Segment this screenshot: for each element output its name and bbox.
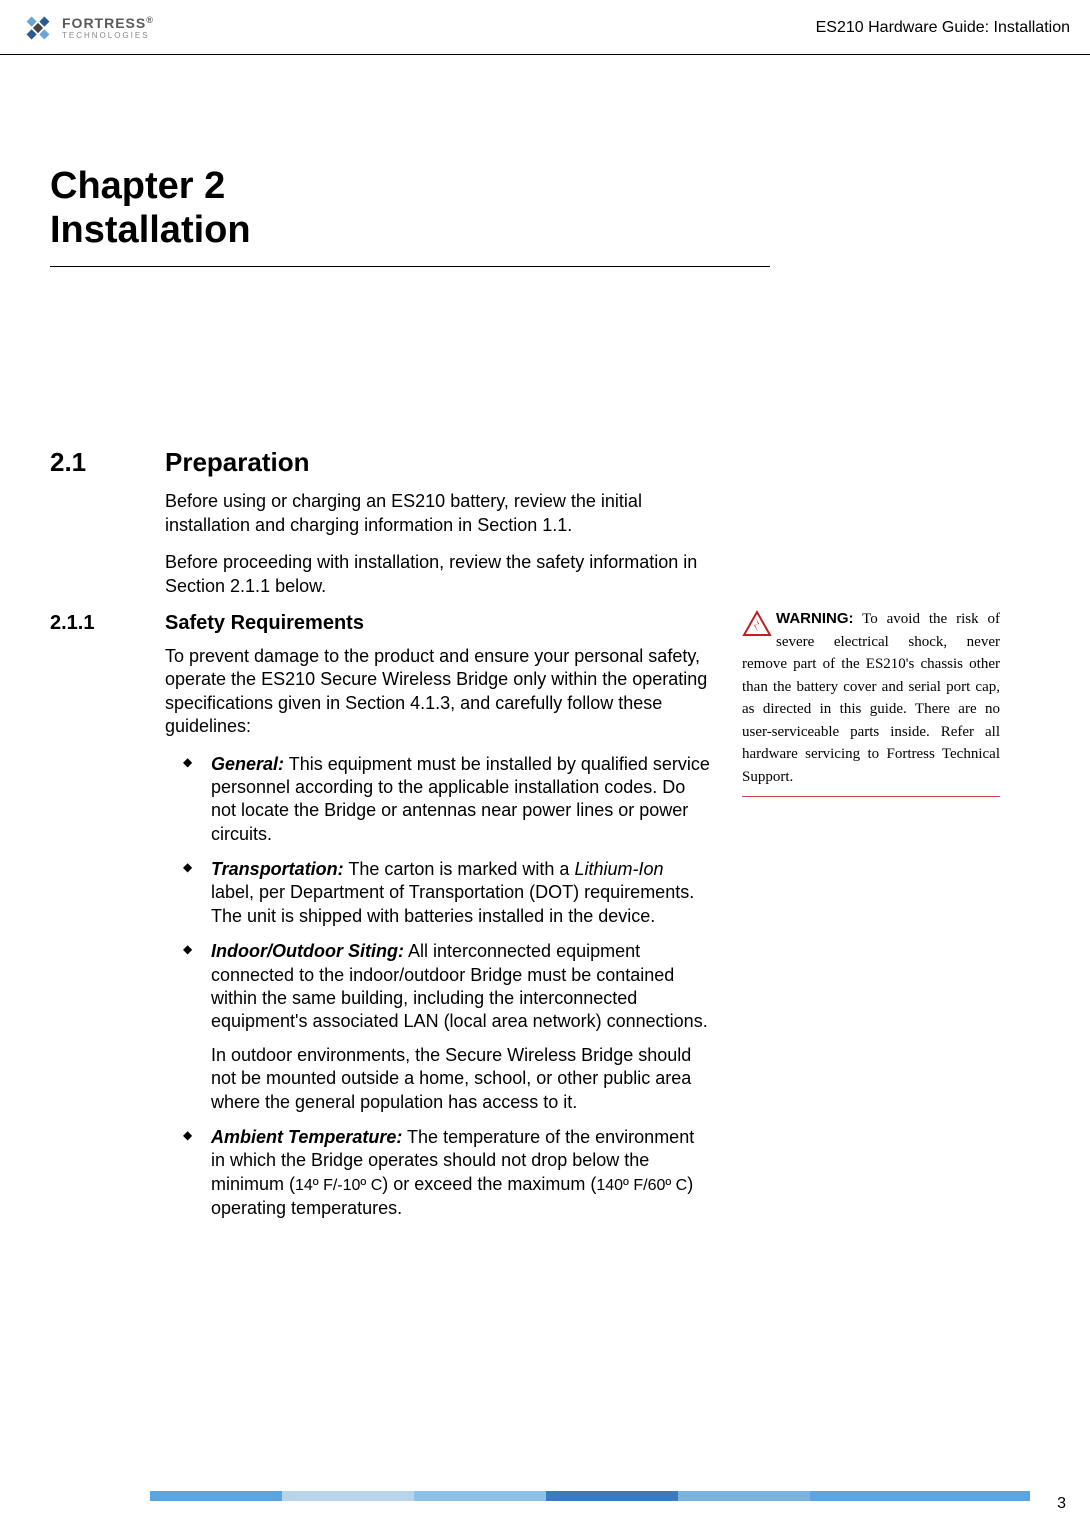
bullet-siting-subpara: In outdoor environments, the Secure Wire… [211,1044,710,1114]
section-2-1-title: Preparation [165,447,310,478]
page-content: Chapter 2 Installation 2.1 Preparation B… [0,165,1090,1232]
bullet-siting-label: Indoor/Outdoor Siting: [211,941,404,961]
bullet-general-text: This equipment must be installed by qual… [211,754,710,844]
main-column: Before using or charging an ES210 batter… [50,490,710,1232]
header-doc-title: ES210 Hardware Guide: Installation [816,19,1070,37]
fortress-logo-icon [20,10,56,46]
bullet-temperature-label: Ambient Temperature: [211,1127,402,1147]
logo-text: FORTRESS® TECHNOLOGIES [62,16,154,40]
bullet-transportation-text-a: The carton is marked with a [344,859,575,879]
para-2-1-a: Before using or charging an ES210 batter… [165,490,710,537]
bullet-general: General: This equipment must be installe… [189,753,710,847]
side-column: WARNING: To avoid the risk of severe ele… [742,490,1000,1232]
doc-header: FORTRESS® TECHNOLOGIES ES210 Hardware Gu… [0,0,1090,55]
warning-icon [742,610,772,638]
safety-bullet-list: General: This equipment must be installe… [165,753,710,1220]
section-2-1-num: 2.1 [50,447,165,478]
bullet-transportation: Transportation: The carton is marked wit… [189,858,710,928]
bullet-transportation-label: Transportation: [211,859,344,879]
bullet-transportation-italic: Lithium-Ion [574,859,663,879]
side-spacer [742,490,1000,608]
bullet-transportation-text-b: label, per Department of Transportation … [211,882,694,925]
logo-main: FORTRESS [62,15,146,31]
para-2-1-b: Before proceeding with installation, rev… [165,551,710,598]
para-2-1-1-intro: To prevent damage to the product and ens… [165,645,710,739]
page-number: 3 [1057,1495,1066,1513]
section-2-1-heading: 2.1 Preparation [50,447,1060,478]
chapter-divider [50,266,770,267]
logo-reg: ® [146,15,154,25]
warning-label: WARNING: [776,610,854,627]
bullet-temperature-temp2: 140º F/60º C [596,1177,687,1194]
section-2-1-1-num: 2.1.1 [50,612,165,635]
chapter-line1: Chapter 2 [50,165,225,207]
section-2-1-1-title: Safety Requirements [165,612,364,635]
chapter-line2: Installation [50,209,251,251]
warning-text: To avoid the risk of severe electrical s… [742,611,1000,785]
bullet-temperature-text-b: ) or exceed the maximum ( [382,1174,596,1194]
bullet-temperature-temp1: 14º F/-10º C [295,1177,382,1194]
logo: FORTRESS® TECHNOLOGIES [20,10,154,46]
warning-box: WARNING: To avoid the risk of severe ele… [742,608,1000,797]
chapter-title: Chapter 2 Installation [50,165,1060,252]
bullet-general-label: General: [211,754,284,774]
section-2-1-1-heading: 2.1.1 Safety Requirements [50,612,710,635]
footer-color-bar [150,1491,1030,1501]
bullet-temperature: Ambient Temperature: The temperature of … [189,1126,710,1220]
logo-sub: TECHNOLOGIES [62,32,154,40]
body-area: Before using or charging an ES210 batter… [50,490,1060,1232]
bullet-siting: Indoor/Outdoor Siting: All interconnecte… [189,940,710,1114]
